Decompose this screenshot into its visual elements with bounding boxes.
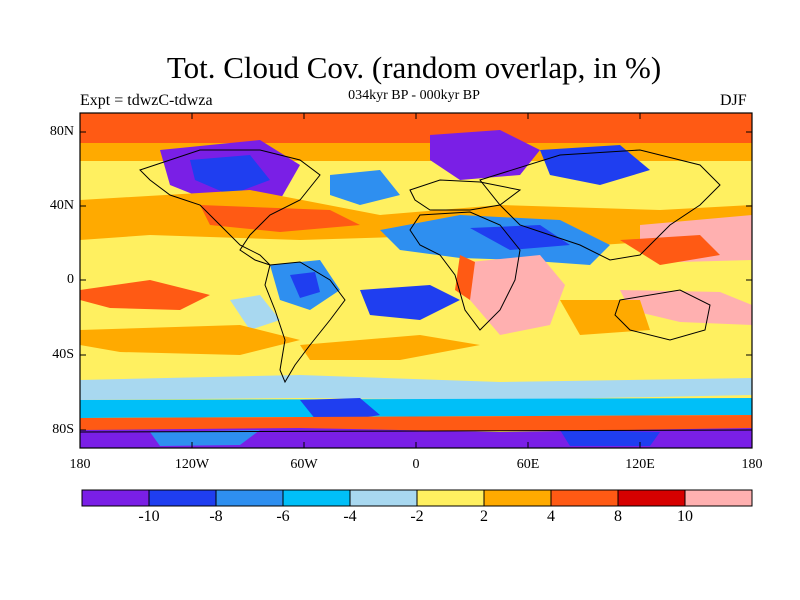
colorbar-label: 8 — [614, 508, 622, 525]
africa-outline — [409, 211, 521, 331]
antarctica-outline — [80, 429, 752, 433]
colorbar-swatch — [483, 489, 552, 507]
colorbar-label: -2 — [410, 508, 424, 525]
colorbar-swatch — [349, 489, 418, 507]
lon-label-120e: 120E — [625, 457, 655, 472]
season-label: DJF — [720, 92, 747, 109]
lon-label-60w: 60W — [290, 457, 318, 472]
colorbar-swatch — [282, 489, 351, 507]
south-america-outline — [264, 261, 346, 384]
colorbar-swatch — [148, 489, 217, 507]
lat-label-80s: 80S — [52, 422, 74, 437]
lon-label-180w: 180 — [69, 457, 91, 472]
asia-outline — [479, 149, 721, 261]
experiment-label: Expt = tdwzC-tdwza — [80, 92, 213, 109]
lat-label-0: 0 — [67, 272, 74, 287]
lon-label-120w: 120W — [174, 457, 210, 472]
lon-label-0: 0 — [412, 457, 420, 472]
anomaly-field — [80, 113, 752, 448]
colorbar-label: -8 — [209, 508, 223, 525]
colorbar-label: 10 — [677, 508, 693, 525]
colorbar — [81, 489, 753, 507]
lat-ticks — [80, 131, 752, 431]
australia-outline — [614, 289, 711, 341]
colorbar-swatch — [617, 489, 686, 507]
lat-label-40s: 40S — [52, 347, 74, 362]
north-america-outline — [139, 149, 321, 266]
colorbar-swatch — [684, 489, 753, 507]
colorbar-swatch — [550, 489, 619, 507]
lon-ticks — [79, 113, 753, 448]
plot-subtitle: 034kyr BP - 000kyr BP — [348, 88, 480, 103]
colorbar-swatch — [81, 489, 150, 507]
lat-label-40n: 40N — [49, 198, 74, 213]
lat-label-80n: 80N — [49, 124, 74, 139]
colorbar-swatch — [215, 489, 284, 507]
colorbar-label: 4 — [547, 508, 555, 525]
plot-title: Tot. Cloud Cov. (random overlap, in %) — [166, 50, 662, 85]
colorbar-label: 2 — [480, 508, 488, 525]
coastlines — [80, 149, 752, 433]
colorbar-label: -10 — [138, 508, 160, 525]
lon-label-60e: 60E — [516, 457, 540, 472]
lon-label-180e: 180 — [741, 457, 763, 472]
colorbar-label: -4 — [343, 508, 357, 525]
colorbar-swatch — [416, 489, 485, 507]
colorbar-label: -6 — [276, 508, 290, 525]
